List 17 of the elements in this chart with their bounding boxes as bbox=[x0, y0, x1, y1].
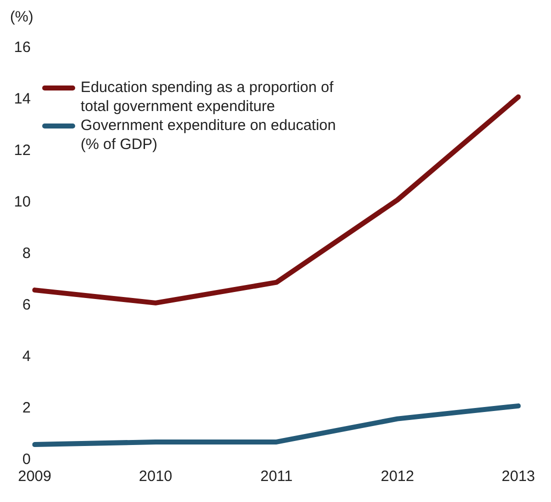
y-tick-label: 6 bbox=[22, 296, 31, 314]
x-tick-label: 2009 bbox=[18, 468, 52, 486]
y-tick-label: 4 bbox=[22, 348, 31, 366]
y-tick-label: 0 bbox=[22, 451, 31, 468]
x-tick-label: 2012 bbox=[380, 468, 414, 486]
legend-label: Education spending as a proportion of total government expenditure bbox=[80, 79, 334, 116]
x-tick-label: 2011 bbox=[260, 468, 293, 486]
legend-label: Government expenditure on education (% of GDP) bbox=[80, 117, 336, 154]
y-tick-label: 10 bbox=[14, 194, 31, 211]
y-tick-label: 16 bbox=[14, 39, 31, 56]
y-tick-label: 2 bbox=[22, 400, 31, 417]
y-tick-label: 14 bbox=[14, 90, 31, 108]
y-axis-title: (%) bbox=[10, 8, 34, 26]
y-tick-label: 8 bbox=[22, 245, 31, 262]
x-tick-label: 2013 bbox=[502, 468, 536, 486]
y-tick-label: 12 bbox=[14, 142, 31, 160]
x-tick-label: 2010 bbox=[138, 468, 172, 486]
